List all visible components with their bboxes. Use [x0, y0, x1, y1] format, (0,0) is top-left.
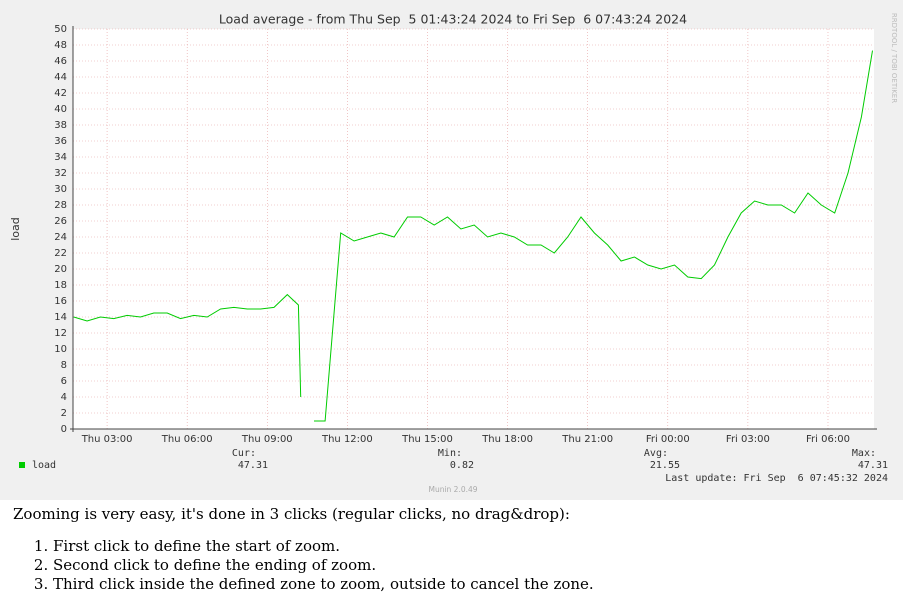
- y-tick-label: 26: [54, 216, 67, 227]
- y-tick-label: 40: [54, 104, 67, 115]
- y-tick-label: 48: [54, 40, 67, 51]
- y-tick-label: 12: [54, 328, 67, 339]
- x-tick-label: Thu 03:00: [81, 434, 133, 445]
- x-tick-label: Thu 12:00: [321, 434, 373, 445]
- y-tick-label: 30: [54, 184, 67, 195]
- y-tick-label: 24: [54, 232, 67, 243]
- stat-label: Min:: [438, 448, 462, 459]
- stat-value: 21.55: [650, 460, 680, 471]
- series-line: [73, 50, 873, 422]
- step: Second click to define the ending of zoo…: [53, 556, 903, 575]
- step: Third click inside the defined zone to z…: [53, 575, 903, 594]
- y-tick-label: 22: [54, 248, 67, 259]
- footer: Munin 2.0.49: [428, 485, 477, 494]
- grid: 0246810121416182022242628303234363840424…: [54, 24, 877, 445]
- y-axis-label: load: [9, 217, 22, 241]
- last-update: Last update: Fri Sep 6 07:45:32 2024: [665, 473, 888, 484]
- plot-area: [73, 29, 874, 429]
- stat-label: Max:: [852, 448, 876, 459]
- y-tick-label: 0: [61, 424, 67, 435]
- x-tick-label: Thu 21:00: [561, 434, 613, 445]
- stat-value: 0.82: [450, 460, 474, 471]
- y-tick-label: 10: [54, 344, 67, 355]
- x-tick-label: Thu 09:00: [241, 434, 293, 445]
- y-tick-label: 18: [54, 280, 67, 291]
- y-tick-label: 16: [54, 296, 67, 307]
- graph: Load average - from Thu Sep 5 01:43:24 2…: [0, 0, 903, 500]
- stat-label: Avg:: [644, 448, 668, 459]
- y-tick-label: 42: [54, 88, 67, 99]
- intro: Zooming is very easy, it's done in 3 cli…: [13, 505, 570, 523]
- y-tick-label: 50: [54, 24, 67, 35]
- y-tick-label: 4: [61, 392, 67, 403]
- y-tick-label: 28: [54, 200, 67, 211]
- legend-label: load: [32, 460, 56, 471]
- y-tick-label: 34: [54, 152, 67, 163]
- y-tick-label: 46: [54, 56, 67, 67]
- stat-label: Cur:: [232, 448, 256, 459]
- y-tick-label: 32: [54, 168, 67, 179]
- x-tick-label: Thu 18:00: [481, 434, 533, 445]
- y-tick-label: 6: [61, 376, 67, 387]
- watermark: RRDTOOL / TOBI OETIKER: [890, 13, 898, 103]
- stat-value: 47.31: [238, 460, 268, 471]
- y-tick-label: 8: [61, 360, 67, 371]
- steps: First click to define the start of zoom.…: [13, 537, 903, 594]
- y-tick-label: 20: [54, 264, 67, 275]
- chart-title: Load average - from Thu Sep 5 01:43:24 2…: [219, 12, 687, 27]
- y-tick-label: 2: [61, 408, 67, 419]
- instructions: Zooming is very easy, it's done in 3 cli…: [13, 502, 903, 594]
- x-tick-label: Thu 06:00: [161, 434, 213, 445]
- legend-swatch: [19, 462, 25, 468]
- y-tick-label: 44: [54, 72, 67, 83]
- x-tick-label: Fri 03:00: [726, 434, 770, 445]
- y-tick-label: 38: [54, 120, 67, 131]
- step: First click to define the start of zoom.: [53, 537, 903, 556]
- x-tick-label: Fri 06:00: [806, 434, 850, 445]
- x-tick-label: Thu 15:00: [401, 434, 453, 445]
- x-tick-label: Fri 00:00: [646, 434, 690, 445]
- y-tick-label: 14: [54, 312, 67, 323]
- stat-value: 47.31: [858, 460, 888, 471]
- y-tick-label: 36: [54, 136, 67, 147]
